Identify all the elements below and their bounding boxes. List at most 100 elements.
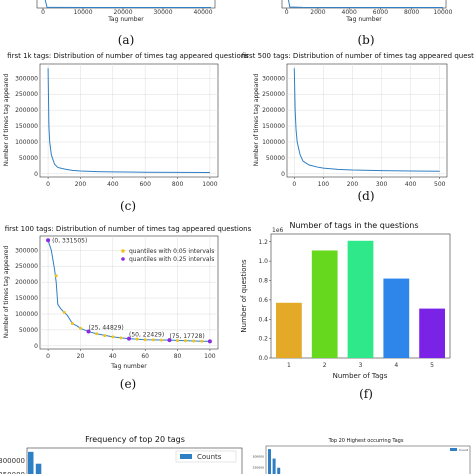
panel-e-annotation: (75, 17728) xyxy=(169,333,204,340)
panel-f-ytick-label: 0.8 xyxy=(258,278,268,285)
panel-b-xtick-label: 8000 xyxy=(404,9,419,16)
panel-b-xtick-label: 2000 xyxy=(310,9,325,16)
panel-e-q05-point xyxy=(200,339,204,343)
panel-c-plot: 0 200 400 600 800 1000 0 50000 100000 150000 20000… xyxy=(15,64,218,188)
panel-a-caption: (a) xyxy=(118,33,135,47)
panel-f-ytick-label: 1.2 xyxy=(258,239,268,246)
panel-f-ytick-label: 0.4 xyxy=(258,316,268,323)
panel-d-ytick-label: 0 xyxy=(281,171,285,178)
panel-b-xlabel: Tag number xyxy=(345,16,382,23)
panel-a-xlabel: Tag number xyxy=(107,16,144,23)
panel-e-q05-point xyxy=(70,322,74,326)
panel-e-q25-point xyxy=(46,238,51,243)
panel-e-q05-point xyxy=(135,337,139,341)
panel-e-xtick-label: 40 xyxy=(109,353,117,360)
panel-c-series-line xyxy=(47,68,210,174)
panel-e-xtick-label: 0 xyxy=(46,353,50,360)
panel-d: first 500 tags: Distribution of number o… xyxy=(242,52,474,203)
panel-g-plot: 300000250000200000 xyxy=(0,451,42,474)
panel-e-legend-q05-marker xyxy=(121,249,125,253)
panel-a-plot: 0 10000 20000 30000 40000 Tag number xyxy=(41,0,213,23)
panel-e-xtick-label: 20 xyxy=(77,353,85,360)
panel-d-series-line xyxy=(293,68,440,172)
panel-b-caption: (b) xyxy=(357,33,374,47)
panel-a: 0 10000 20000 30000 40000 Tag number (a) xyxy=(36,0,216,47)
panel-d-title: first 500 tags: Distribution of number o… xyxy=(242,52,474,60)
panel-g-bar xyxy=(35,463,42,474)
panel-h-ytick-label: 250000 xyxy=(253,466,265,470)
panel-e-ylabel: Number of times tag appeared xyxy=(3,246,10,339)
panel-e-q25-point xyxy=(86,329,91,334)
panel-c-xtick-label: 400 xyxy=(107,181,119,188)
panel-c-xtick-label: 1000 xyxy=(202,181,217,188)
panel-b-xtick-label: 6000 xyxy=(373,9,388,16)
panel-e-q05-point xyxy=(192,339,196,343)
panel-e-annotation: (50, 22429) xyxy=(129,332,164,339)
panel-a-xtick-label: 20000 xyxy=(113,9,132,16)
panel-c: first 1k tags: Distribution of number of… xyxy=(3,52,249,213)
panel-f-bar-3 xyxy=(347,240,374,358)
panel-e-xlabel: Tag number xyxy=(110,363,147,370)
panel-b: 0 2000 4000 6000 8000 10000 Tag number (b) xyxy=(281,0,453,47)
panel-h-plot: 300000250000200000 xyxy=(253,449,281,474)
panel-h-legend-swatch xyxy=(450,448,457,451)
panel-e-q05-point xyxy=(151,338,155,342)
panel-c-ytick-label: 250000 xyxy=(15,91,38,98)
panel-d-frame xyxy=(286,63,448,178)
panel-c-xtick-label: 200 xyxy=(75,181,87,188)
panel-e-q05-point xyxy=(111,335,115,339)
panel-e-q05-point xyxy=(95,332,99,336)
panel-d-xtick-label: 200 xyxy=(347,181,359,188)
panel-d-plot: 0 100 200 300 400 500 0 50000 100000 150000 200000… xyxy=(262,64,447,188)
panel-e-plot: 0 20 40 60 80 100 0 50000 100000 150000 200000 2500… xyxy=(15,236,218,360)
panel-e-ytick-label: 150000 xyxy=(15,295,38,302)
panel-d-ytick-label: 250000 xyxy=(262,91,285,98)
panel-g-title: Frequency of top 20 tags xyxy=(85,435,185,444)
panel-e-ytick-label: 200000 xyxy=(15,279,38,286)
panel-a-xtick-label: 40000 xyxy=(193,9,212,16)
panel-h-title: Top 20 Highest occurring Tags xyxy=(328,438,404,444)
panel-c-ytick-label: 200000 xyxy=(15,107,38,114)
panel-d-ytick-label: 150000 xyxy=(262,123,285,130)
panel-f-plot: 0.0 0.2 0.4 0.6 0.8 1.0 1.2 1 2 3 4 5 xyxy=(258,239,445,369)
panel-e-q05-point xyxy=(159,338,163,342)
panel-b-plot: 0 2000 4000 6000 8000 10000 Tag number xyxy=(285,0,453,23)
panel-f: Number of tags in the questions 1e6 0.00… xyxy=(240,221,451,401)
panel-d-xtick-label: 300 xyxy=(376,181,388,188)
panel-f-ytick-label: 1.0 xyxy=(258,258,268,265)
panel-g-frame xyxy=(26,447,243,474)
panel-d-xtick-label: 100 xyxy=(318,181,330,188)
panel-f-bar-5 xyxy=(419,308,445,358)
panel-d-ytick-label: 200000 xyxy=(262,107,285,114)
panel-e-frame xyxy=(39,235,219,350)
panel-f-xtick-label: 1 xyxy=(287,362,291,369)
panel-h: Top 20 Highest occurring Tags 300000 2500… xyxy=(253,438,471,474)
panel-e-q05-point xyxy=(103,334,107,338)
panel-f-ytick-label: 0.0 xyxy=(258,355,268,362)
panel-f-ytick-label: 0.2 xyxy=(258,336,268,343)
panel-g-bar xyxy=(28,451,34,474)
panel-g-legend-label: Counts xyxy=(197,453,222,461)
panel-e-legend-q25-marker xyxy=(121,257,125,261)
panel-g-legend-swatch xyxy=(180,454,192,459)
panel-e-ytick-label: 300000 xyxy=(15,247,38,254)
panel-a-series-line xyxy=(44,0,211,8)
panel-f-xlabel: Number of Tags xyxy=(333,372,388,380)
panel-h-bar xyxy=(272,458,276,474)
panel-e-legend-q05-label: quantiles with 0.05 intervals xyxy=(129,248,214,255)
panel-c-ytick-label: 100000 xyxy=(15,139,38,146)
panel-d-xtick-label: 400 xyxy=(405,181,417,188)
panel-f-xtick-label: 2 xyxy=(323,362,327,369)
panel-d-caption: (d) xyxy=(357,189,374,203)
panel-f-bar-4 xyxy=(383,278,410,358)
panel-e-q05-point xyxy=(119,336,123,340)
panel-c-title: first 1k tags: Distribution of number of… xyxy=(7,52,249,60)
panel-e-q05-point xyxy=(78,326,82,330)
panel-e-q05-point xyxy=(176,339,180,343)
panel-c-xtick-label: 600 xyxy=(139,181,151,188)
panel-g: Frequency of top 20 tags 300000250000200… xyxy=(0,435,243,474)
panel-e-q05-point xyxy=(62,310,66,314)
panel-f-ylabel: Number of questions xyxy=(240,259,248,333)
panel-h-legend-label: Count xyxy=(459,448,469,452)
